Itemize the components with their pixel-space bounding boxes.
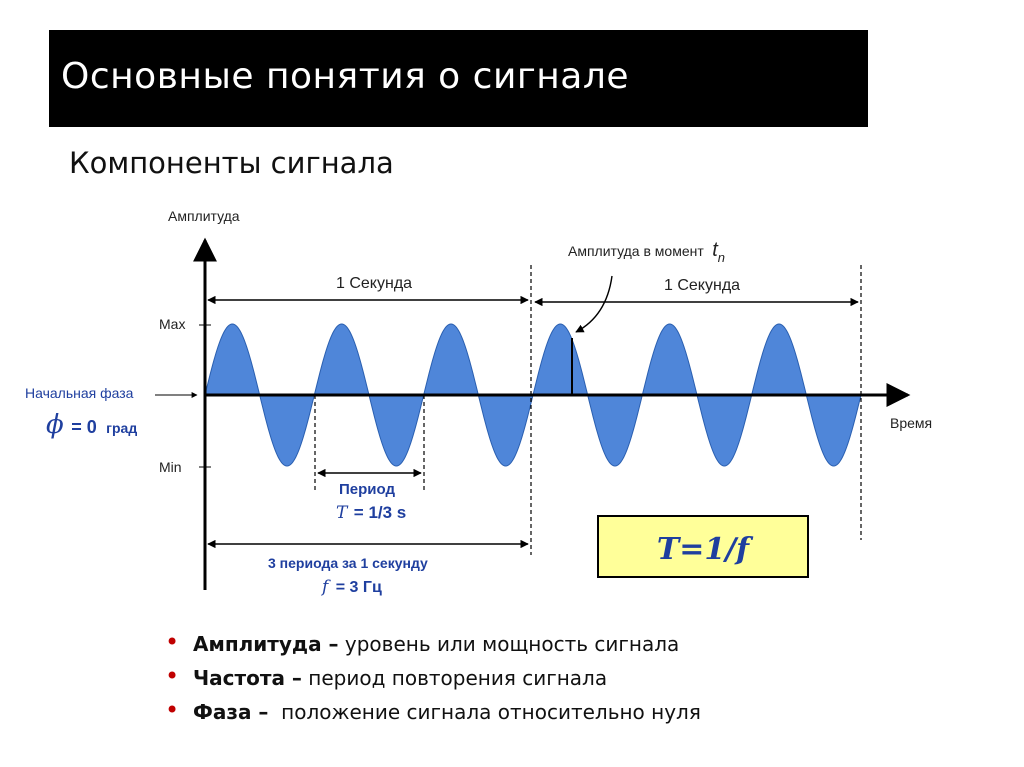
bullet-text: период повторения сигнала (301, 666, 608, 690)
bullet-dot-icon: • (165, 628, 180, 656)
y-axis-label: Амплитуда (168, 208, 240, 224)
period-formula: T = 1/3 s (336, 503, 406, 523)
phase-unit: град (106, 420, 137, 436)
period-symbol: T (336, 503, 349, 523)
amplitude-moment-text: Амплитуда в момент (568, 243, 704, 259)
title-bar: Основные понятия о сигнале (49, 30, 868, 127)
freq-value: = 3 Гц (336, 579, 382, 596)
bullet-term: Амплитуда – (193, 632, 339, 656)
amplitude-moment-label: Амплитуда в момент tn (568, 239, 725, 265)
signal-diagram: Амплитуда Время Max Min Начальная фаза ϕ… (25, 208, 932, 597)
three-periods-label: 3 периода за 1 секунду (268, 555, 428, 571)
slide-subtitle: Компоненты сигнала (69, 146, 394, 180)
bullet-text: положение сигнала относительно нуля (268, 700, 701, 724)
min-label: Min (159, 459, 182, 475)
bullet-term: Частота – (193, 666, 302, 690)
t-subscript: n (718, 250, 725, 265)
second-label-2: 1 Секунда (664, 277, 740, 294)
bullet-text: уровень или мощность сигнала (338, 632, 680, 656)
period-value: = 1/3 s (354, 503, 406, 522)
formula-text: T=1/f (657, 532, 754, 567)
initial-phase-label: Начальная фаза (25, 385, 134, 401)
slide-title: Основные понятия о сигнале (61, 56, 630, 97)
freq-symbol: f (320, 577, 331, 597)
phase-formula: ϕ = 0 град (46, 410, 137, 440)
bullet-item: • Амплитуда – уровень или мощность сигнал… (165, 628, 701, 666)
bullet-term: Фаза – (193, 700, 269, 724)
bullet-item: • Частота – период повторения сигнала (165, 662, 701, 700)
second-label-1: 1 Секунда (336, 275, 412, 292)
frequency-formula: f = 3 Гц (320, 577, 382, 597)
x-axis-label: Время (890, 415, 932, 431)
period-label: Период (339, 481, 395, 498)
bullet-dot-icon: • (165, 696, 180, 724)
max-label: Max (159, 316, 185, 332)
moment-callout-arrow (575, 275, 613, 333)
formula-box (597, 515, 809, 578)
bullet-list: • Амплитуда – уровень или мощность сигнал… (165, 628, 701, 734)
bullet-item: • Фаза – положение сигнала относительно н… (165, 696, 701, 734)
phase-value: = 0 (71, 417, 97, 437)
bullet-dot-icon: • (165, 662, 180, 690)
t-symbol: t (712, 239, 719, 261)
phase-symbol: ϕ (46, 410, 64, 440)
